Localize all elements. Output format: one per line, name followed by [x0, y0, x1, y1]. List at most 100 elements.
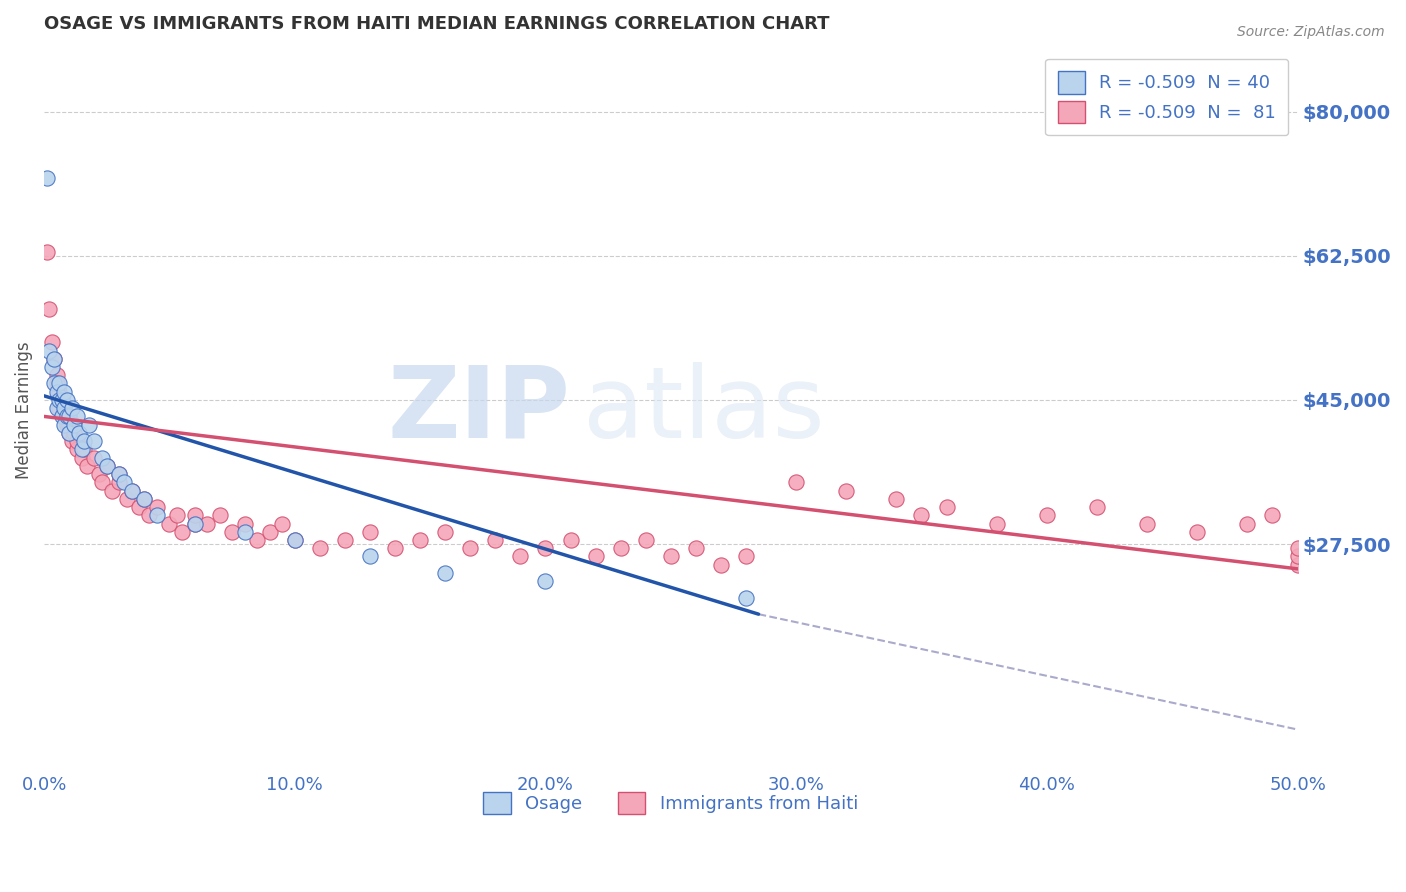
Point — [60, 401, 83, 416]
Point — [90, 475, 112, 490]
Point — [48, 384, 70, 399]
Point — [60, 434, 83, 449]
Legend: Osage, Immigrants from Haiti: Osage, Immigrants from Haiti — [471, 780, 870, 827]
Point — [41, 335, 63, 350]
Point — [51, 392, 73, 407]
Point — [53, 401, 76, 416]
Point — [735, 549, 758, 564]
Point — [58, 417, 80, 432]
Point — [38, 302, 60, 317]
Point — [53, 409, 76, 424]
Point — [1286, 541, 1309, 556]
Point — [221, 524, 243, 539]
Point — [685, 541, 707, 556]
Point — [910, 508, 932, 523]
Point — [96, 458, 118, 473]
Point — [35, 170, 58, 185]
Point — [89, 467, 111, 482]
Point — [166, 508, 188, 523]
Point — [183, 508, 205, 523]
Point — [45, 384, 67, 399]
Point — [785, 475, 807, 490]
Point — [138, 508, 160, 523]
Point — [835, 483, 858, 498]
Point — [634, 533, 657, 547]
Point — [333, 533, 356, 547]
Point — [359, 549, 381, 564]
Point — [83, 434, 105, 449]
Point — [1187, 524, 1209, 539]
Point — [509, 549, 531, 564]
Point — [48, 392, 70, 407]
Point — [108, 475, 131, 490]
Point — [534, 541, 557, 556]
Point — [434, 524, 457, 539]
Point — [58, 425, 80, 440]
Point — [83, 450, 105, 465]
Point — [53, 417, 76, 432]
Point — [53, 384, 76, 399]
Point — [183, 516, 205, 531]
Point — [233, 524, 256, 539]
Point — [359, 524, 381, 539]
Point — [45, 368, 67, 383]
Point — [1036, 508, 1059, 523]
Point — [45, 376, 67, 391]
Point — [195, 516, 218, 531]
Point — [458, 541, 481, 556]
Point — [246, 533, 269, 547]
Point — [1136, 516, 1159, 531]
Point — [96, 458, 118, 473]
Point — [51, 409, 73, 424]
Point — [76, 458, 98, 473]
Point — [77, 417, 100, 432]
Point — [58, 425, 80, 440]
Point — [146, 500, 169, 514]
Point — [134, 491, 156, 506]
Point — [259, 524, 281, 539]
Point — [560, 533, 582, 547]
Point — [271, 516, 294, 531]
Point — [70, 442, 93, 457]
Text: Source: ZipAtlas.com: Source: ZipAtlas.com — [1237, 25, 1385, 39]
Point — [48, 376, 70, 391]
Point — [1261, 508, 1284, 523]
Point — [121, 483, 143, 498]
Point — [101, 483, 124, 498]
Text: ZIP: ZIP — [388, 362, 571, 458]
Point — [108, 467, 131, 482]
Point — [134, 491, 156, 506]
Point — [384, 541, 406, 556]
Point — [53, 401, 76, 416]
Point — [284, 533, 307, 547]
Point — [73, 434, 96, 449]
Point — [659, 549, 682, 564]
Point — [585, 549, 607, 564]
Point — [115, 491, 138, 506]
Point — [159, 516, 181, 531]
Point — [41, 359, 63, 374]
Point — [58, 409, 80, 424]
Point — [170, 524, 193, 539]
Point — [66, 409, 89, 424]
Point — [1085, 500, 1108, 514]
Point — [609, 541, 631, 556]
Point — [67, 425, 90, 440]
Text: OSAGE VS IMMIGRANTS FROM HAITI MEDIAN EARNINGS CORRELATION CHART: OSAGE VS IMMIGRANTS FROM HAITI MEDIAN EA… — [44, 15, 830, 33]
Point — [44, 351, 66, 366]
Point — [55, 409, 77, 424]
Point — [284, 533, 307, 547]
Point — [233, 516, 256, 531]
Point — [70, 450, 93, 465]
Point — [90, 450, 112, 465]
Point — [38, 343, 60, 358]
Point — [128, 500, 150, 514]
Point — [308, 541, 330, 556]
Point — [63, 425, 86, 440]
Point — [886, 491, 908, 506]
Point — [48, 401, 70, 416]
Point — [112, 475, 135, 490]
Point — [484, 533, 506, 547]
Point — [710, 558, 733, 572]
Point — [146, 508, 169, 523]
